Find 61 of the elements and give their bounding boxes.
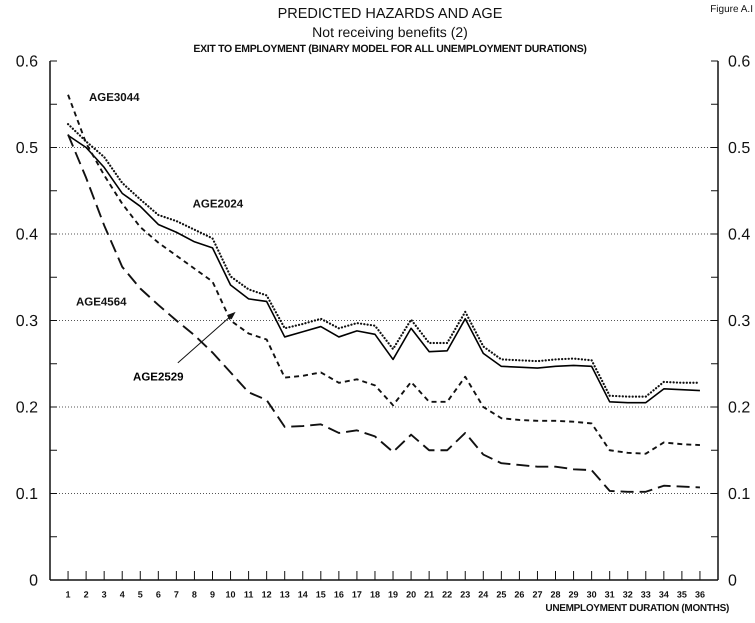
x-tick-label: 26 — [514, 589, 524, 600]
line-series — [67, 94, 701, 455]
x-tick-label: 23 — [460, 589, 470, 600]
x-tick-label: 8 — [192, 589, 197, 600]
y2-tick-label: 0.4 — [728, 226, 750, 244]
x-tick-label: 20 — [406, 589, 416, 600]
y-tick-label: 0.1 — [16, 486, 38, 504]
x-tick-label: 9 — [210, 589, 215, 600]
x-tick-label: 13 — [280, 589, 290, 600]
x-tick-label: 36 — [694, 589, 705, 600]
x-tick-label: 18 — [370, 589, 380, 600]
y-tick-label: 0.4 — [16, 226, 38, 244]
y2-tick-label: 0.3 — [728, 313, 750, 330]
x-tick-label: 22 — [442, 589, 452, 600]
x-tick-label: 25 — [496, 589, 506, 600]
y-tick-label: 0.3 — [16, 313, 38, 330]
line-series — [67, 134, 701, 493]
x-tick-label: 7 — [174, 589, 179, 600]
x-axis-title: UNEMPLOYMENT DURATION (MONTHS) — [545, 603, 729, 614]
x-tick-label: 28 — [550, 589, 561, 600]
x-tick-label: 19 — [388, 589, 398, 600]
x-tick-label: 3 — [102, 589, 107, 600]
series-label: AGE4564 — [76, 296, 128, 308]
x-tick-label: 34 — [658, 589, 669, 600]
x-tick-label: 11 — [244, 589, 254, 600]
x-tick-label: 15 — [316, 589, 326, 600]
y2-tick-label: 0.5 — [728, 140, 750, 158]
x-tick-label: 12 — [262, 589, 272, 600]
x-tick-label: 35 — [676, 589, 687, 600]
text: AGE2529 — [133, 372, 184, 384]
series-label: AGE3044 — [88, 92, 140, 104]
x-tick-label: 17 — [352, 589, 362, 600]
x-tick-label: 2 — [84, 589, 89, 600]
x-tick-label: 33 — [640, 589, 651, 600]
y2-tick-label: 0.2 — [728, 400, 750, 417]
series-label: AGE2024 — [192, 198, 244, 211]
y2-tick-label: 0.6 — [728, 54, 750, 71]
x-tick-label: 24 — [478, 589, 488, 600]
y-tick-label: 0 — [29, 572, 38, 590]
x-tick-label: 1 — [66, 589, 71, 600]
x-tick-label: 30 — [586, 589, 597, 600]
chart-subtitle: Not receiving benefits (2) — [311, 24, 469, 40]
x-tick-label: 5 — [138, 589, 143, 600]
x-tick-label: 4 — [120, 589, 125, 600]
x-tick-label: 16 — [334, 589, 344, 600]
y-tick-label: 0.5 — [16, 140, 38, 158]
x-tick-label: 10 — [226, 589, 236, 600]
y-tick-label: 0.2 — [16, 400, 38, 417]
x-tick-label: 29 — [568, 589, 579, 600]
text: EXIT TO EMPLOYMENT (BINARY MODEL FOR ALL UNEMPLOYMENT DURATIONS) — [192, 43, 588, 55]
x-tick-label: 31 — [604, 589, 615, 600]
x-tick-label: 27 — [532, 589, 542, 600]
x-tick-label: 32 — [622, 589, 633, 600]
y2-tick-label: 0.1 — [728, 486, 750, 504]
x-tick-label: 14 — [298, 589, 308, 600]
text: Figure A.I — [710, 4, 753, 15]
y2-tick-label: 0 — [728, 572, 737, 590]
y-tick-label: 0.6 — [16, 54, 38, 71]
x-tick-label: 6 — [156, 589, 161, 600]
chart-title: PREDICTED HAZARDS AND AGE — [278, 6, 502, 22]
x-tick-label: 21 — [424, 589, 434, 600]
